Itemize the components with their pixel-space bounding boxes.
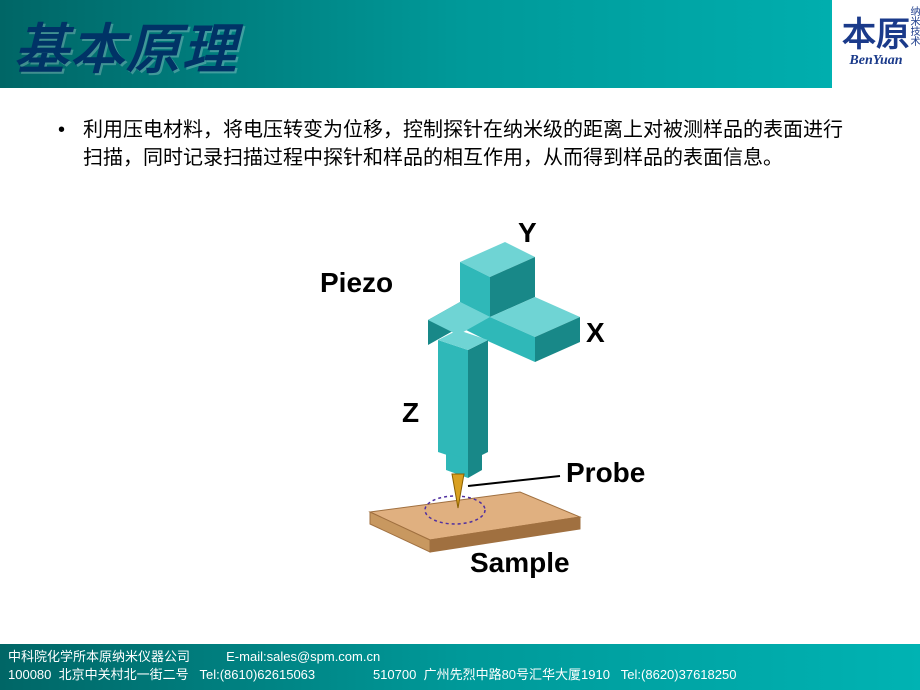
footer-tel1: (8610)62615063 [220, 667, 315, 682]
footer-tel2-label: Tel: [621, 667, 641, 682]
svg-text:Sample: Sample [470, 547, 570, 578]
footer-addr1: 北京中关村北一街二号 [59, 667, 189, 682]
svg-text:Probe: Probe [566, 457, 645, 488]
slide-header: 基本原理 本原 BenYuan 纳米技术 [0, 0, 920, 88]
footer-email-label: E-mail: [226, 649, 266, 664]
footer-row-1: 中科院化学所本原纳米仪器公司 E-mail:sales@spm.com.cn [8, 648, 912, 666]
bullet-paragraph: • 利用压电材料，将电压转变为位移，控制探针在纳米级的距离上对被测样品的表面进行… [58, 116, 862, 172]
slide-content: • 利用压电材料，将电压转变为位移，控制探针在纳米级的距离上对被测样品的表面进行… [0, 88, 920, 582]
body-text: 利用压电材料，将电压转变为位移，控制探针在纳米级的距离上对被测样品的表面进行扫描… [83, 116, 862, 172]
piezo-diagram: Piezo Y X Z Probe Sample [58, 212, 862, 582]
svg-text:Z: Z [402, 397, 419, 428]
svg-text:Piezo: Piezo [320, 267, 393, 298]
bullet-dot: • [58, 116, 65, 172]
logo-side-text: 纳米技术 [908, 6, 918, 46]
footer-company: 中科院化学所本原纳米仪器公司 [8, 649, 190, 664]
slide-footer: 中科院化学所本原纳米仪器公司 E-mail:sales@spm.com.cn 1… [0, 644, 920, 690]
diagram-svg: Piezo Y X Z Probe Sample [260, 212, 660, 582]
logo-cn-text: 本原 [842, 19, 910, 53]
footer-tel2: (8620)37618250 [641, 667, 736, 682]
footer-row-2: 100080 北京中关村北一街二号 Tel:(8610)62615063 510… [8, 666, 912, 684]
footer-email: sales@spm.com.cn [267, 649, 381, 664]
footer-tel1-label: Tel: [199, 667, 219, 682]
slide-title: 基本原理 [0, 5, 238, 84]
svg-text:X: X [586, 317, 605, 348]
footer-addr2: 广州先烈中路80号汇华大厦1910 [424, 667, 610, 682]
benyuan-logo: 本原 BenYuan 纳米技术 [830, 0, 920, 88]
svg-text:Y: Y [518, 217, 537, 248]
logo-en-text: BenYuan [849, 53, 902, 69]
footer-zip2: 510700 [373, 667, 416, 682]
footer-zip1: 100080 [8, 667, 51, 682]
